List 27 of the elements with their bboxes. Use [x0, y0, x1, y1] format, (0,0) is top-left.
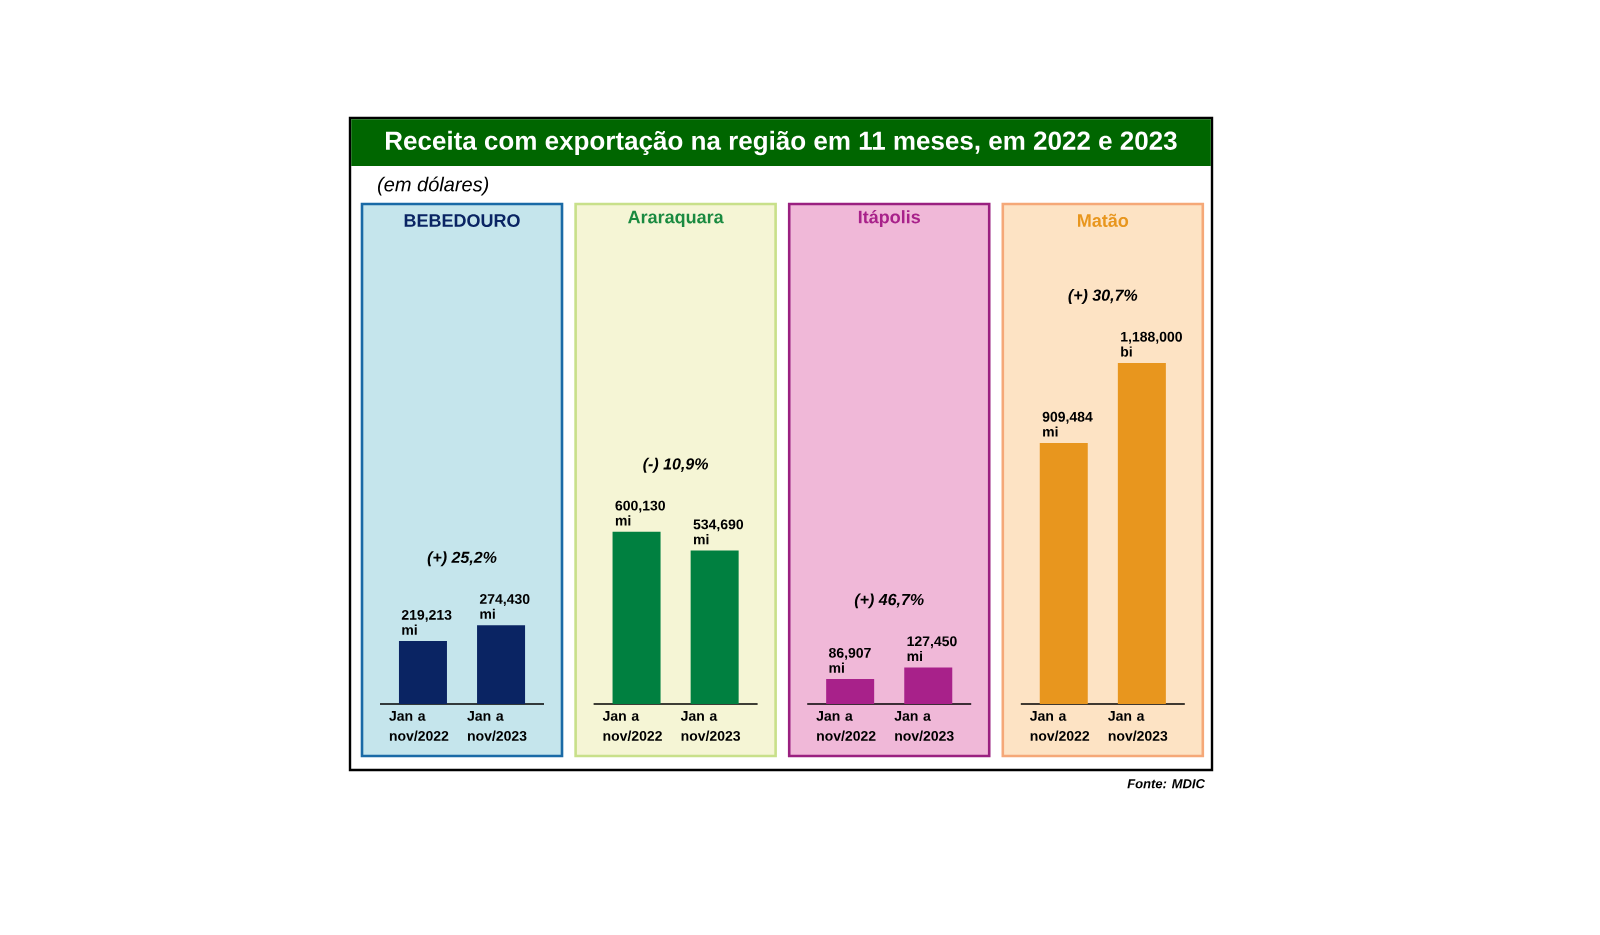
data-label: 86,907 mi [829, 647, 871, 673]
text: (+) 46,7% [854, 593, 924, 609]
chart-title: Matão [1078, 213, 1129, 227]
x-tick-label: Jan a nov/2023 [467, 711, 527, 741]
x-tick-label: Jan a nov/2022 [1029, 711, 1090, 741]
chart-title: BEBEDOURO [404, 214, 520, 227]
x-tick-label: Jan a nov/2023 [680, 711, 741, 741]
x-tick-label: Jan a nov/2023 [894, 711, 954, 741]
text: (+) 25,2% [427, 551, 497, 567]
data-label: 600,130 mi [615, 500, 665, 526]
x-tick-label: Jan a nov/2022 [389, 711, 449, 741]
x-tick-label: Jan a nov/2023 [1108, 711, 1168, 741]
x-tick-label: Jan a nov/2022 [602, 711, 662, 741]
text: Receita com exportação na região em 11 meses, em 2022 e 2023 [386, 130, 1177, 156]
data-label: 534,690 mi [693, 519, 744, 545]
text: (em dólares) [378, 176, 489, 196]
data-label: 274,430 mi [479, 594, 530, 619]
data-label: 127,450 mi [907, 636, 957, 662]
chart-title: Itápolis [858, 209, 920, 227]
text: (-) 10,9% [643, 457, 709, 473]
data-label: 219,213 mi [401, 609, 452, 635]
data-label: 909,484 mi [1042, 411, 1093, 437]
chart-title: Araraquara [628, 210, 724, 227]
source-note: Fonte: MDIC [1127, 779, 1206, 789]
data-label: 1,188,000 bi [1121, 331, 1182, 357]
text: (+) 30,7% [1068, 289, 1138, 305]
x-tick-label: Jan a nov/2022 [816, 711, 876, 741]
